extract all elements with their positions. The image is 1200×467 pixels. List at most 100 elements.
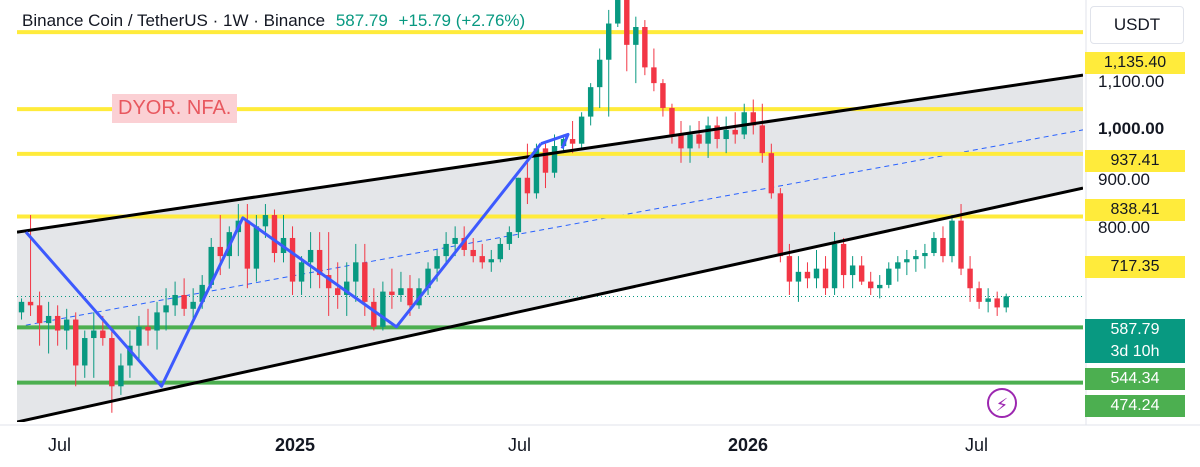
- separator: ·: [253, 11, 259, 30]
- candle-body: [163, 305, 169, 313]
- candle-body: [696, 134, 702, 144]
- zigzag-arrow: [540, 132, 570, 150]
- candle-body: [73, 319, 79, 366]
- candle-body: [434, 256, 440, 269]
- candle-body: [994, 298, 1000, 308]
- channel-midline: [17, 129, 1083, 328]
- candle-body: [362, 262, 368, 302]
- candle-body: [904, 259, 910, 263]
- last-price: 587.79: [335, 11, 388, 30]
- candle-body: [768, 153, 775, 194]
- level-tag-474: 474.24: [1085, 395, 1185, 417]
- dyor-note: DYOR. NFA.: [112, 94, 238, 123]
- candle-body: [615, 0, 621, 24]
- candle-body: [172, 294, 178, 306]
- candle-body: [606, 23, 612, 60]
- candle-body: [488, 259, 494, 263]
- price-tick: 1,100.00: [1098, 72, 1165, 91]
- candle-body: [877, 284, 883, 289]
- candle-body: [127, 345, 133, 366]
- candle-body: [380, 291, 386, 327]
- candle-body: [651, 67, 657, 84]
- candle-body: [759, 125, 766, 154]
- candle-body: [36, 305, 43, 324]
- candle-body: [705, 125, 711, 144]
- candle-body: [533, 148, 540, 194]
- candle-body: [1003, 296, 1009, 308]
- candle-body: [353, 262, 359, 282]
- candle-body: [82, 338, 88, 366]
- candle-body: [118, 365, 124, 387]
- candle-body: [940, 237, 946, 257]
- candle-body: [136, 326, 142, 346]
- candle-body: [822, 268, 829, 289]
- candle-body: [867, 281, 874, 289]
- candle-body: [524, 177, 531, 194]
- candle-body: [723, 129, 729, 140]
- lightning-icon[interactable]: ⚡: [987, 388, 1017, 418]
- candle-body: [334, 288, 341, 295]
- candle-body: [154, 312, 160, 331]
- candle-body: [633, 27, 639, 45]
- candle-body: [624, 0, 630, 45]
- interval-label[interactable]: 1W: [223, 11, 249, 30]
- channel-lower-line: [17, 186, 1083, 422]
- candle-body: [840, 243, 847, 276]
- time-tick: 2025: [275, 435, 316, 455]
- candle-body: [678, 134, 684, 149]
- candle-body: [344, 281, 350, 295]
- candle-body: [325, 275, 332, 289]
- candle-body: [714, 125, 720, 140]
- candle-body: [506, 232, 513, 244]
- level-tag-838: 838.41: [1085, 199, 1185, 221]
- candle-body: [587, 87, 594, 117]
- price-tick: 1,000.00: [1098, 119, 1165, 138]
- candle-body: [849, 265, 856, 276]
- price-tick: 800.00: [1098, 218, 1150, 237]
- candle-body: [461, 237, 467, 250]
- candle-body: [262, 215, 269, 227]
- candle-body: [45, 315, 52, 324]
- candle-body: [316, 249, 323, 276]
- chart-header: Binance Coin / TetherUS · 1W · Binance 5…: [22, 11, 525, 31]
- candle-body: [289, 237, 296, 282]
- candle-body: [542, 148, 549, 173]
- currency-unit-button[interactable]: USDT: [1090, 6, 1184, 44]
- candle-body: [804, 271, 811, 279]
- candle-body: [551, 146, 558, 173]
- time-tick: Jul: [508, 435, 532, 455]
- candle-body: [425, 268, 431, 289]
- candle-body: [199, 284, 205, 302]
- candle-body: [813, 268, 820, 279]
- candle-body: [479, 256, 485, 263]
- candle-body: [949, 220, 955, 257]
- candle-body: [271, 215, 278, 254]
- candle-body: [578, 116, 585, 144]
- time-tick: Jul: [965, 435, 989, 455]
- time-tick: 2026: [728, 435, 769, 455]
- candle-body: [244, 220, 251, 269]
- candle-body: [913, 256, 919, 260]
- candle-body: [452, 237, 458, 244]
- candle-body: [985, 298, 991, 302]
- candle-body: [886, 268, 892, 285]
- candle-body: [569, 139, 576, 144]
- candle-body: [750, 112, 756, 126]
- symbol-name[interactable]: Binance Coin / TetherUS: [22, 11, 208, 30]
- candle-body: [669, 107, 675, 135]
- candle-body: [958, 220, 964, 269]
- candle-body: [732, 129, 738, 135]
- candle-body: [253, 226, 260, 269]
- level-tag-717: 717.35: [1085, 256, 1185, 278]
- zigzag-path: [24, 142, 543, 388]
- exchange-label: Binance: [263, 11, 326, 30]
- candle-body: [931, 237, 937, 254]
- candle-body: [217, 246, 223, 257]
- candle-body: [777, 193, 784, 257]
- candle-body: [190, 301, 196, 309]
- candle-body: [18, 301, 25, 313]
- candle-body: [100, 330, 106, 339]
- candle-body: [145, 326, 151, 331]
- last-price-tag: 587.79: [1085, 319, 1185, 341]
